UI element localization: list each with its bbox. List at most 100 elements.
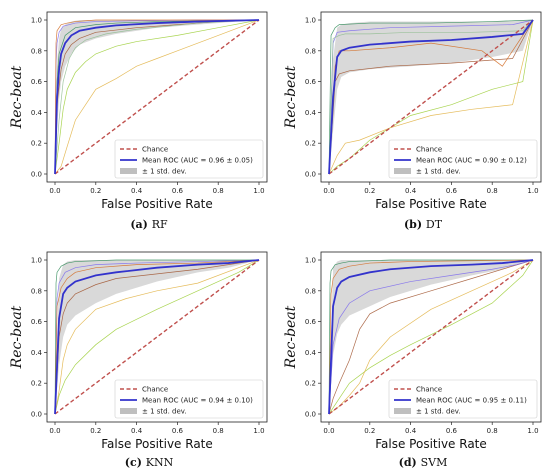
y-tick-label: 0.2 xyxy=(31,140,42,148)
legend-entry: ± 1 std. dev. xyxy=(142,168,187,176)
y-tick-label: 0.6 xyxy=(305,78,317,86)
legend-box xyxy=(114,139,264,179)
x-tick-label: 0.2 xyxy=(90,187,101,195)
y-tick-label: 0.0 xyxy=(305,411,316,419)
std-dev-band xyxy=(329,260,533,414)
legend-box xyxy=(388,379,538,419)
y-tick-label: 1.0 xyxy=(31,17,42,25)
caption-name: KNN xyxy=(146,456,174,469)
legend-entry: Chance xyxy=(416,146,442,154)
y-tick-label: 1.0 xyxy=(31,257,42,265)
legend-band-swatch xyxy=(120,408,137,414)
caption-name: SVM xyxy=(421,456,448,469)
legend-box xyxy=(114,379,264,419)
std-dev-band xyxy=(55,260,259,414)
y-tick-label: 0.2 xyxy=(31,380,42,388)
roc-panel-dt: 0.0 0.2 0.4 0.6 0.8 1.0 0.0 0.2 0.4 0.6 0.8 1.0 Fals… xyxy=(283,11,542,231)
x-tick-label: 0.0 xyxy=(323,427,334,435)
x-tick-label: 0.4 xyxy=(131,427,143,435)
x-axis-label: False Positive Rate xyxy=(101,437,213,451)
x-tick-label: 0.4 xyxy=(405,187,417,195)
legend-entry: Chance xyxy=(142,146,168,154)
roc-panel-svm: 0.0 0.2 0.4 0.6 0.8 1.0 0.0 0.2 0.4 0.6 0.8 1.0 Fals… xyxy=(283,251,542,469)
y-tick-label: 0.8 xyxy=(305,47,316,55)
x-tick-label: 0.0 xyxy=(49,187,60,195)
fold-roc-line xyxy=(54,259,259,415)
fold-roc-line xyxy=(54,259,260,415)
y-tick-label: 1.0 xyxy=(305,257,316,265)
fold-roc-line xyxy=(328,19,534,175)
fold-roc-line xyxy=(328,19,534,175)
fold-roc-line xyxy=(328,19,534,175)
x-axis-label: False Positive Rate xyxy=(375,437,487,451)
legend-box xyxy=(388,139,538,179)
panel-caption: (b) DT xyxy=(404,218,443,231)
fold-roc-line xyxy=(328,19,534,175)
fold-roc-line xyxy=(328,259,534,415)
legend-entry: ± 1 std. dev. xyxy=(142,408,187,416)
mean-roc-line xyxy=(54,259,260,415)
fold-roc-line xyxy=(328,259,534,415)
y-tick-label: 0.8 xyxy=(31,47,42,55)
caption-name: RF xyxy=(152,218,168,231)
legend: Chance Mean ROC (AUC = 0.96 ± 0.05) ± 1 st… xyxy=(114,139,264,179)
x-tick-label: 0.8 xyxy=(487,427,498,435)
fold-roc-line xyxy=(328,19,534,175)
y-tick-label: 0.8 xyxy=(31,287,42,295)
y-tick-label: 0.6 xyxy=(305,318,317,326)
fold-roc-line xyxy=(54,259,260,415)
legend-entry: Mean ROC (AUC = 0.90 ± 0.12) xyxy=(416,157,527,165)
x-tick-label: 1.0 xyxy=(253,187,264,195)
legend-entry: Chance xyxy=(142,386,168,394)
x-axis-label: False Positive Rate xyxy=(101,197,213,211)
legend-entry: ± 1 std. dev. xyxy=(416,408,461,416)
caption-letter: (d) xyxy=(399,456,421,469)
mean-roc-line xyxy=(328,19,534,175)
chance-line xyxy=(54,19,260,175)
y-tick-label: 0.6 xyxy=(31,318,43,326)
x-tick-label: 0.0 xyxy=(323,187,334,195)
y-tick-label: 0.6 xyxy=(31,78,43,86)
x-axis-label: False Positive Rate xyxy=(375,197,487,211)
legend: Chance Mean ROC (AUC = 0.90 ± 0.12) ± 1 st… xyxy=(388,139,538,179)
x-tick-label: 1.0 xyxy=(253,427,264,435)
fold-roc-line xyxy=(328,259,534,415)
chance-line xyxy=(54,259,260,415)
y-axis-label: Rec-beat xyxy=(9,305,25,369)
y-axis-label: Rec-beat xyxy=(9,65,25,129)
panel-caption: (d) SVM xyxy=(399,456,448,469)
panel-caption: (c) KNN xyxy=(125,456,174,469)
y-tick-label: 0.2 xyxy=(305,140,316,148)
legend-entry: Mean ROC (AUC = 0.95 ± 0.11) xyxy=(416,397,527,405)
fold-roc-line xyxy=(328,259,534,415)
x-tick-label: 0.2 xyxy=(90,427,101,435)
y-tick-label: 0.4 xyxy=(31,349,43,357)
x-tick-label: 0.6 xyxy=(446,427,458,435)
caption-name: DT xyxy=(426,218,443,231)
x-tick-label: 0.2 xyxy=(364,187,375,195)
fold-roc-line xyxy=(328,19,534,175)
caption-letter: (c) xyxy=(125,456,146,469)
x-tick-label: 0.6 xyxy=(446,187,458,195)
x-tick-label: 0.8 xyxy=(213,187,224,195)
fold-roc-line xyxy=(54,19,260,175)
y-tick-label: 1.0 xyxy=(305,17,316,25)
caption-letter: (b) xyxy=(404,218,426,231)
legend-entry: Mean ROC (AUC = 0.94 ± 0.10) xyxy=(142,397,253,405)
x-tick-label: 0.4 xyxy=(405,427,417,435)
fold-roc-line xyxy=(328,259,534,415)
roc-panel-rf: 0.0 0.2 0.4 0.6 0.8 1.0 0.0 0.2 0.4 0.6 0.8 1.0 Fals… xyxy=(9,11,268,231)
x-tick-label: 0.2 xyxy=(364,427,375,435)
fold-roc-line xyxy=(54,19,259,175)
legend-band-swatch xyxy=(394,168,411,174)
legend-entry: Chance xyxy=(416,386,442,394)
y-tick-label: 0.8 xyxy=(305,287,316,295)
x-tick-label: 1.0 xyxy=(527,187,538,195)
y-tick-label: 0.0 xyxy=(31,171,42,179)
caption-letter: (a) xyxy=(130,218,151,231)
legend-band-swatch xyxy=(120,168,137,174)
fold-roc-line xyxy=(54,259,260,415)
chance-line xyxy=(328,19,534,175)
legend-band-swatch xyxy=(394,408,411,414)
